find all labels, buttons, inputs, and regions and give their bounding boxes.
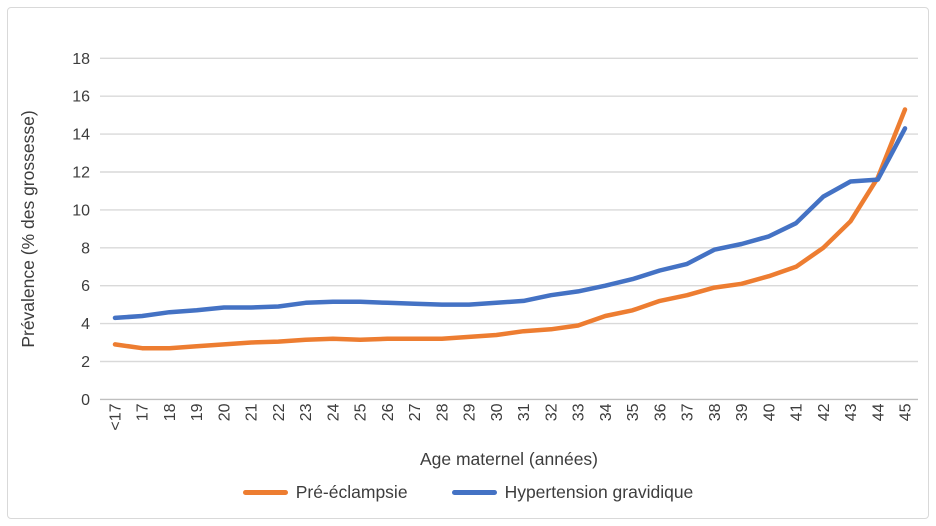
- x-tick-label: 43: [843, 403, 860, 421]
- series-line-pre-eclampsie: [112, 107, 908, 351]
- x-tick-label: 23: [298, 403, 315, 421]
- x-tick-label: 27: [407, 403, 424, 421]
- x-tick-label: 45: [898, 403, 915, 421]
- y-tick-label: 16: [72, 89, 90, 106]
- x-tick-label: 35: [625, 403, 642, 421]
- y-tick-label: 10: [72, 202, 90, 219]
- y-tick-label: 8: [81, 240, 90, 257]
- x-tick-label: 38: [707, 403, 724, 421]
- x-tick-label: 34: [598, 403, 615, 421]
- legend-label: Hypertension gravidique: [504, 482, 694, 502]
- x-tick-label: 19: [189, 403, 206, 421]
- y-tick-label: 0: [81, 392, 90, 409]
- x-tick-label: 44: [870, 403, 887, 421]
- legend-label: Pré-éclampsie: [295, 482, 408, 502]
- x-tick-label: 39: [734, 403, 751, 421]
- legend: Pré-éclampsie Hypertension gravidique: [0, 482, 936, 503]
- x-tick-label: 30: [489, 403, 506, 421]
- x-tick-label: 20: [216, 403, 233, 421]
- x-tick-label: 36: [652, 403, 669, 421]
- y-tick-label: 18: [72, 51, 90, 68]
- x-tick-label: 41: [789, 403, 806, 421]
- x-tick-label: 33: [571, 403, 588, 421]
- x-tick-label: 22: [271, 403, 288, 421]
- x-tick-label: 17: [135, 403, 152, 421]
- x-tick-label: 26: [380, 403, 397, 421]
- y-tick-label: 6: [81, 278, 90, 295]
- x-tick-label: 21: [244, 403, 261, 421]
- x-tick-label: 18: [162, 403, 179, 421]
- x-tick-label: 25: [353, 403, 370, 421]
- x-axis-title: Age maternel (années): [419, 449, 599, 469]
- x-tick-label: 29: [462, 403, 479, 421]
- x-tick-label: 37: [680, 403, 697, 421]
- legend-item-hypertension-gravidique: Hypertension gravidique: [451, 482, 694, 503]
- y-axis-title: Prévalence (% des grossesse): [18, 110, 38, 348]
- x-tick-label: 24: [325, 403, 342, 421]
- x-tick-label: 40: [761, 403, 778, 421]
- x-tick-label: 32: [543, 403, 560, 421]
- y-tick-label: 14: [72, 127, 90, 144]
- x-tick-label: 28: [434, 403, 451, 421]
- legend-swatch-line-icon: [242, 490, 288, 495]
- x-tick-label: 42: [816, 403, 833, 421]
- x-tick-label: <17: [108, 403, 125, 430]
- y-tick-label: 4: [81, 316, 90, 333]
- x-tick-label: 31: [516, 403, 533, 421]
- series-line-hypertension-gravidique: [112, 126, 908, 321]
- legend-swatch-line-icon: [451, 490, 497, 495]
- legend-item-pre-eclampsie: Pré-éclampsie: [242, 482, 408, 503]
- y-tick-label: 12: [72, 165, 90, 182]
- y-tick-label: 2: [81, 354, 90, 371]
- chart-border: [7, 7, 929, 519]
